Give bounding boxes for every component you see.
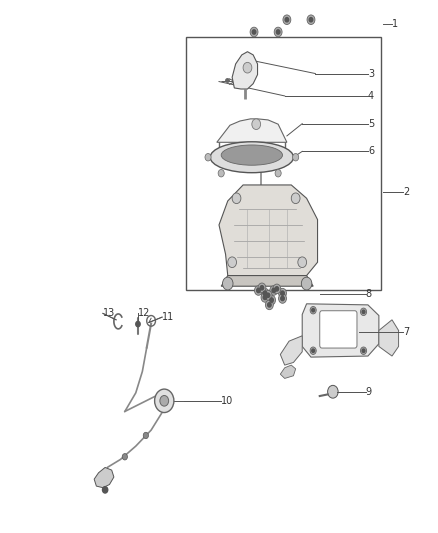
Circle shape <box>360 347 367 354</box>
Text: 11: 11 <box>162 312 174 322</box>
Polygon shape <box>302 304 379 357</box>
Circle shape <box>250 27 258 37</box>
Circle shape <box>274 27 282 37</box>
Circle shape <box>261 293 269 302</box>
Circle shape <box>309 18 313 22</box>
Circle shape <box>281 291 284 295</box>
Circle shape <box>279 288 286 298</box>
Circle shape <box>279 294 286 303</box>
Circle shape <box>273 284 281 294</box>
Text: 13: 13 <box>103 309 115 318</box>
Circle shape <box>270 286 278 295</box>
Circle shape <box>260 286 264 290</box>
Circle shape <box>155 389 174 413</box>
Circle shape <box>136 321 140 327</box>
Circle shape <box>360 308 367 316</box>
Polygon shape <box>232 52 258 89</box>
FancyBboxPatch shape <box>320 311 357 348</box>
Text: 5: 5 <box>368 119 374 128</box>
Circle shape <box>143 432 148 439</box>
Circle shape <box>254 286 262 295</box>
Circle shape <box>328 385 338 398</box>
Circle shape <box>310 347 316 354</box>
Polygon shape <box>280 365 296 378</box>
Circle shape <box>268 303 271 307</box>
Circle shape <box>275 169 281 177</box>
Circle shape <box>218 169 224 177</box>
Circle shape <box>263 295 267 300</box>
Circle shape <box>276 30 280 34</box>
Circle shape <box>283 15 291 25</box>
Circle shape <box>293 154 299 161</box>
Circle shape <box>258 283 266 293</box>
Circle shape <box>281 296 284 301</box>
Circle shape <box>298 257 307 268</box>
Text: 12: 12 <box>138 309 150 318</box>
Circle shape <box>264 290 272 300</box>
Bar <box>186 37 381 290</box>
Circle shape <box>312 309 314 312</box>
Polygon shape <box>221 276 313 286</box>
Circle shape <box>257 288 260 293</box>
Text: 3: 3 <box>368 69 374 78</box>
Circle shape <box>252 119 261 130</box>
Circle shape <box>261 288 269 298</box>
Text: 9: 9 <box>366 387 372 397</box>
Circle shape <box>272 288 276 293</box>
Circle shape <box>362 310 365 313</box>
Text: 4: 4 <box>368 91 374 101</box>
Polygon shape <box>280 336 302 365</box>
Circle shape <box>310 306 316 314</box>
Circle shape <box>228 257 237 268</box>
Polygon shape <box>94 467 114 488</box>
Circle shape <box>291 193 300 204</box>
Circle shape <box>265 300 273 310</box>
Circle shape <box>243 62 252 73</box>
Circle shape <box>263 291 267 295</box>
Circle shape <box>275 287 279 291</box>
Polygon shape <box>217 119 287 142</box>
Polygon shape <box>219 185 318 276</box>
Polygon shape <box>379 320 399 356</box>
Circle shape <box>266 293 270 297</box>
Ellipse shape <box>221 145 283 165</box>
Circle shape <box>268 295 276 305</box>
Circle shape <box>223 277 233 290</box>
Circle shape <box>301 277 312 290</box>
Circle shape <box>362 349 365 352</box>
Text: 2: 2 <box>403 187 409 197</box>
Circle shape <box>102 487 108 493</box>
Ellipse shape <box>210 142 293 173</box>
Circle shape <box>232 193 241 204</box>
Circle shape <box>307 15 315 25</box>
Circle shape <box>205 154 211 161</box>
Circle shape <box>270 298 273 302</box>
Circle shape <box>252 30 256 34</box>
Text: 8: 8 <box>366 289 372 299</box>
Circle shape <box>122 454 127 460</box>
Text: 7: 7 <box>403 327 409 336</box>
Circle shape <box>285 18 289 22</box>
Circle shape <box>160 395 169 406</box>
Text: 6: 6 <box>368 147 374 156</box>
Text: 1: 1 <box>392 19 398 29</box>
Circle shape <box>312 349 314 352</box>
Text: 10: 10 <box>221 396 233 406</box>
